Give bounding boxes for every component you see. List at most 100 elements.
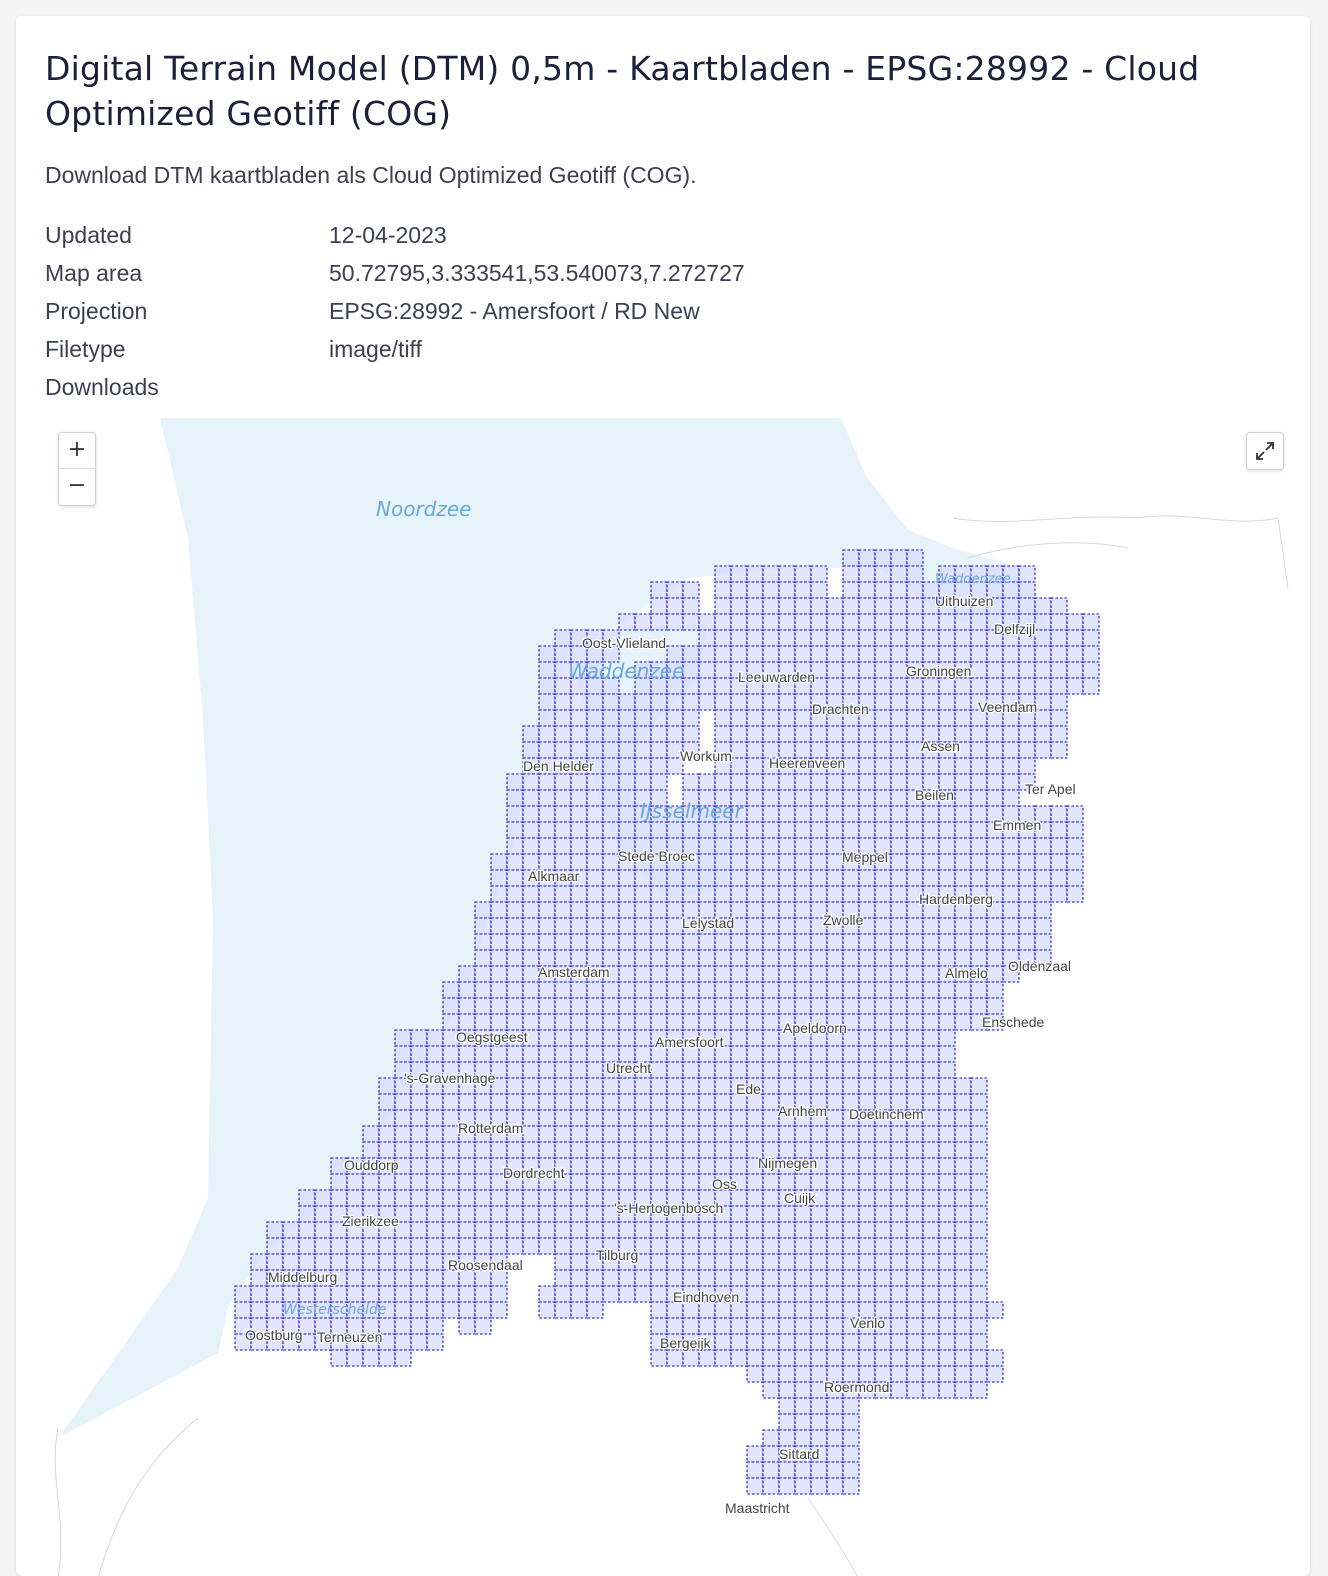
map-tile[interactable] xyxy=(986,1013,1004,1031)
place-label: Delfzijl xyxy=(994,621,1035,637)
map-tile[interactable] xyxy=(970,1221,988,1239)
map-tile[interactable] xyxy=(682,741,700,759)
map-tile[interactable] xyxy=(938,1045,956,1063)
place-label: Middelburg xyxy=(268,1269,337,1285)
place-label: Assen xyxy=(921,738,960,754)
place-label: Roermond xyxy=(824,1379,889,1395)
map-tile[interactable] xyxy=(666,757,684,775)
map-tile[interactable] xyxy=(602,645,620,663)
zoom-in-button[interactable]: + xyxy=(59,433,95,469)
map-tile[interactable] xyxy=(1050,741,1068,759)
place-label: Hardenberg xyxy=(919,891,993,907)
map-tile[interactable] xyxy=(1066,821,1084,839)
tile-grid-layer[interactable] xyxy=(28,418,1298,1576)
map-viewer[interactable]: Noordzee Waddenzee IJsselmeer Waddenzee West… xyxy=(28,418,1298,1576)
map-tile[interactable] xyxy=(1034,901,1052,919)
map-tile[interactable] xyxy=(1034,949,1052,967)
map-tile[interactable] xyxy=(1002,965,1020,983)
map-tile[interactable] xyxy=(1082,613,1100,631)
place-label: Leeuwarden xyxy=(738,669,815,685)
map-tile[interactable] xyxy=(1082,645,1100,663)
map-tile[interactable] xyxy=(586,1301,604,1319)
map-tile[interactable] xyxy=(490,1285,508,1303)
map-tile[interactable] xyxy=(1050,597,1068,615)
place-label: Veendam xyxy=(978,699,1037,715)
place-label: Bergeijk xyxy=(660,1335,712,1351)
map-tile[interactable] xyxy=(906,565,924,583)
map-tile[interactable] xyxy=(1034,917,1052,935)
map-tile[interactable] xyxy=(970,1141,988,1159)
place-label: Nijmegen xyxy=(758,1155,817,1171)
map-tile[interactable] xyxy=(490,1269,508,1287)
map-tile[interactable] xyxy=(682,709,700,727)
map-tile[interactable] xyxy=(682,597,700,615)
map-tile[interactable] xyxy=(986,981,1004,999)
map-tile[interactable] xyxy=(650,789,668,807)
map-tile[interactable] xyxy=(1082,677,1100,695)
map-tile[interactable] xyxy=(1018,565,1036,583)
map-tile[interactable] xyxy=(1066,869,1084,887)
map-tile[interactable] xyxy=(1018,581,1036,599)
map-tile[interactable] xyxy=(906,549,924,567)
water-label: Westerschelde xyxy=(283,1302,386,1318)
map-tile[interactable] xyxy=(1066,837,1084,855)
fullscreen-button[interactable] xyxy=(1246,432,1284,470)
map-tile[interactable] xyxy=(986,997,1004,1015)
map-tile[interactable] xyxy=(1066,885,1084,903)
map-tile[interactable] xyxy=(810,565,828,583)
place-label: Roosendaal xyxy=(448,1257,523,1273)
map-tile[interactable] xyxy=(490,1301,508,1319)
place-label: Oldenzaal xyxy=(1008,958,1071,974)
map-tile[interactable] xyxy=(602,677,620,695)
map-tile[interactable] xyxy=(938,1029,956,1047)
map-tile[interactable] xyxy=(490,1253,508,1271)
map-tile[interactable] xyxy=(1050,709,1068,727)
map-tile[interactable] xyxy=(1018,757,1036,775)
dataset-description: Download DTM kaartbladen als Cloud Optim… xyxy=(45,162,697,188)
place-label: Groningen xyxy=(906,663,971,679)
map-tile[interactable] xyxy=(650,773,668,791)
place-label: Almelo xyxy=(945,965,988,981)
map-tile[interactable] xyxy=(1082,661,1100,679)
map-tile[interactable] xyxy=(1034,933,1052,951)
map-tile[interactable] xyxy=(986,1301,1004,1319)
map-tile[interactable] xyxy=(1002,789,1020,807)
map-tile[interactable] xyxy=(970,1125,988,1143)
place-label: Heerenveen xyxy=(769,755,845,771)
map-tile[interactable] xyxy=(682,725,700,743)
place-label: Doetinchem xyxy=(849,1106,924,1122)
map-tile[interactable] xyxy=(970,1253,988,1271)
sea-area xyxy=(58,418,1053,1438)
dataset-card: Digital Terrain Model (DTM) 0,5m - Kaart… xyxy=(16,16,1310,1576)
map-tile[interactable] xyxy=(1082,629,1100,647)
map-tile[interactable] xyxy=(970,1109,988,1127)
map-tile[interactable] xyxy=(970,1205,988,1223)
map-tile[interactable] xyxy=(970,1157,988,1175)
map-tile[interactable] xyxy=(970,1093,988,1111)
map-tile[interactable] xyxy=(1050,725,1068,743)
metadata-key: Downloads xyxy=(45,374,159,400)
map-tile[interactable] xyxy=(970,1189,988,1207)
place-label: Venlo xyxy=(850,1315,885,1331)
map-tile[interactable] xyxy=(970,1285,988,1303)
zoom-out-button[interactable]: − xyxy=(67,473,87,498)
page-title: Digital Terrain Model (DTM) 0,5m - Kaart… xyxy=(45,49,1200,133)
place-label: Ouddorp xyxy=(344,1157,399,1173)
map-tile[interactable] xyxy=(970,1269,988,1287)
map-tile[interactable] xyxy=(810,581,828,599)
map-tile[interactable] xyxy=(602,629,620,647)
map-tile[interactable] xyxy=(1018,773,1036,791)
place-label: Drachten xyxy=(812,701,869,717)
map-tile[interactable] xyxy=(682,581,700,599)
map-tile[interactable] xyxy=(970,1077,988,1095)
map-tile[interactable] xyxy=(586,661,604,679)
map-tile[interactable] xyxy=(970,1173,988,1191)
map-tile[interactable] xyxy=(1066,853,1084,871)
map-tile[interactable] xyxy=(970,1237,988,1255)
place-label: Cuijk xyxy=(784,1190,816,1206)
place-label: Sittard xyxy=(779,1446,819,1462)
map-tile[interactable] xyxy=(1050,693,1068,711)
map-tile[interactable] xyxy=(1066,805,1084,823)
map-tile[interactable] xyxy=(938,1061,956,1079)
metadata-key: Map area xyxy=(45,260,143,286)
